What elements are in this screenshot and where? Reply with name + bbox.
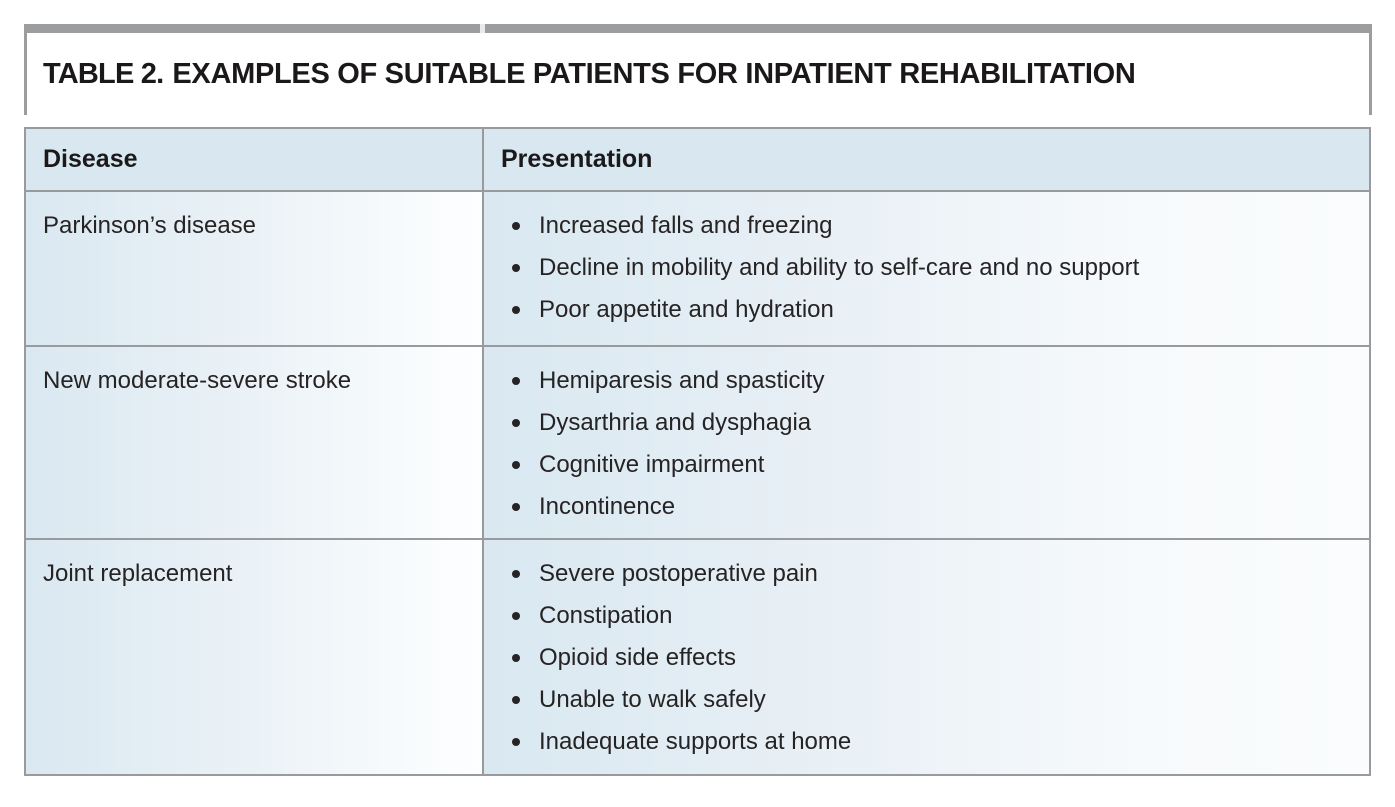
bullet-icon (512, 612, 520, 620)
table-title-banner: TABLE 2. EXAMPLES OF SUITABLE PATIENTS FO… (24, 33, 1372, 115)
table-body: Parkinson’s disease Increased falls and … (24, 190, 1371, 776)
list-item: Increased falls and freezing (484, 205, 1361, 247)
list-item: Severe postoperative pain (484, 553, 1361, 595)
table-number-label: TABLE 2. (43, 57, 164, 90)
list-item: Decline in mobility and ability to self-… (484, 247, 1361, 289)
presentation-cell: Severe postoperative pain Constipation O… (482, 538, 1371, 776)
disease-cell: Joint replacement (24, 538, 484, 776)
bullet-icon (512, 738, 520, 746)
list-item: Cognitive impairment (484, 444, 1361, 486)
top-rule-bar (24, 24, 1372, 33)
bullet-icon (512, 377, 520, 385)
presentation-list: Hemiparesis and spasticity Dysarthria an… (484, 360, 1361, 528)
list-item: Incontinence (484, 486, 1361, 528)
list-item: Constipation (484, 595, 1361, 637)
disease-cell: Parkinson’s disease (24, 190, 484, 347)
presentation-list: Increased falls and freezing Decline in … (484, 205, 1361, 331)
suitable-patients-table: Disease Presentation Parkinson’s disease… (24, 127, 1371, 776)
bullet-icon (512, 503, 520, 511)
table-row-joint-replacement: Joint replacement Severe postoperative p… (24, 538, 1371, 776)
disease-cell: New moderate-severe stroke (24, 345, 484, 540)
list-item: Hemiparesis and spasticity (484, 360, 1361, 402)
list-item: Opioid side effects (484, 637, 1361, 679)
table-title: TABLE 2. EXAMPLES OF SUITABLE PATIENTS FO… (43, 57, 1136, 90)
list-item: Inadequate supports at home (484, 721, 1361, 763)
presentation-list: Severe postoperative pain Constipation O… (484, 553, 1361, 763)
bullet-icon (512, 654, 520, 662)
table-row-stroke: New moderate-severe stroke Hemiparesis a… (24, 345, 1371, 540)
presentation-cell: Increased falls and freezing Decline in … (482, 190, 1371, 347)
table-title-text: EXAMPLES OF SUITABLE PATIENTS FOR INPATI… (172, 57, 1136, 90)
bullet-icon (512, 461, 520, 469)
column-header-disease: Disease (24, 127, 484, 192)
list-item: Unable to walk safely (484, 679, 1361, 721)
column-header-presentation: Presentation (482, 127, 1371, 192)
bullet-icon (512, 419, 520, 427)
list-item: Poor appetite and hydration (484, 289, 1361, 331)
bullet-icon (512, 306, 520, 314)
presentation-cell: Hemiparesis and spasticity Dysarthria an… (482, 345, 1371, 540)
header-row: Disease Presentation (24, 127, 1371, 192)
top-rule-gap (480, 24, 485, 33)
bullet-icon (512, 222, 520, 230)
list-item: Dysarthria and dysphagia (484, 402, 1361, 444)
table-row-parkinsons: Parkinson’s disease Increased falls and … (24, 190, 1371, 347)
bullet-icon (512, 264, 520, 272)
bullet-icon (512, 570, 520, 578)
bullet-icon (512, 696, 520, 704)
